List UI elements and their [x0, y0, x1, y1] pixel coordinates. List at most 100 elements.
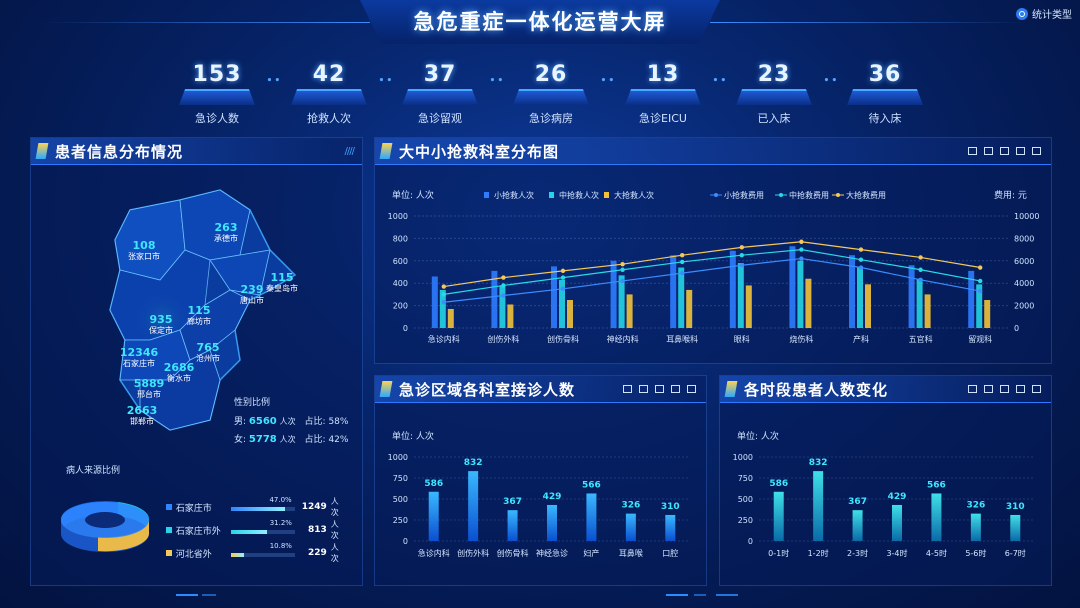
kpi-plate	[513, 89, 589, 105]
bar-chart-icon[interactable]	[968, 147, 977, 155]
kpi-separator: ∙∙	[378, 73, 394, 86]
footer-dash	[176, 594, 198, 596]
region-count: 239	[240, 283, 264, 296]
map-region-label[interactable]: 115 秦皇岛市	[258, 272, 306, 294]
x-tick-label: 五官科	[909, 334, 933, 344]
y-axis-label: 单位: 人次	[737, 430, 779, 442]
dept-visits-chart: 单位: 人次 1000 750 500 250 0 586 急诊内科 832 创伤外科 367 创伤骨…	[388, 430, 690, 558]
x-tick-label: 创伤骨科	[497, 548, 529, 558]
stat-type-button[interactable]: 统计类型	[1016, 6, 1072, 21]
y-tick-label: 1000	[388, 453, 408, 462]
kpi-card: 26 急诊病房	[510, 62, 592, 126]
kpi-card: 23 已入床	[733, 62, 815, 126]
line-point	[858, 265, 864, 270]
map-region-label[interactable]: 239 唐山市	[228, 284, 276, 306]
data-label: 586	[424, 479, 443, 489]
kpi-plate	[179, 89, 255, 105]
kpi-label: 抢救人次	[307, 112, 351, 125]
legend-swatch	[549, 192, 554, 198]
data-view-icon[interactable]	[671, 385, 680, 393]
kpi-value: 23	[757, 62, 791, 87]
footer-dash	[716, 594, 738, 596]
bar	[491, 270, 498, 328]
table-icon[interactable]	[639, 385, 648, 393]
bar	[499, 285, 506, 328]
line-point	[918, 277, 923, 283]
map-region-label[interactable]: 12346 石家庄市	[115, 347, 163, 369]
kpi-separator: ∙∙	[266, 73, 282, 86]
data-label: 566	[927, 480, 946, 490]
line-point	[560, 268, 566, 274]
map-region-label[interactable]: 5889 邢台市	[125, 378, 173, 400]
panel-title: 患者信息分布情况	[55, 142, 184, 161]
y-tick-label: 800	[393, 234, 408, 243]
source-row: 河北省外 10.8% 229 人次	[166, 542, 346, 564]
bar-chart-icon[interactable]	[623, 385, 632, 393]
map-region-label[interactable]: 263 承德市	[202, 222, 250, 244]
region-count: 115	[270, 271, 294, 284]
header-line-left	[40, 22, 370, 23]
map-region-label[interactable]: 2663 邯郸市	[118, 405, 166, 427]
y-tick-label: 0	[403, 537, 408, 546]
bar	[547, 504, 557, 541]
y2-tick-label: 4000	[1014, 279, 1034, 288]
bar	[908, 265, 915, 328]
gender-ratio: 性别比例 男: 6560 人次 占比: 58% 女: 5778 人次 占比: 4…	[234, 395, 354, 445]
bar-chart-icon[interactable]	[968, 385, 977, 393]
map-region-label[interactable]: 115 廊坊市	[175, 305, 223, 327]
kpi-card: 36 待入床	[844, 62, 926, 126]
line-chart-icon[interactable]	[655, 385, 664, 393]
bar	[805, 278, 812, 328]
line-series	[443, 241, 981, 288]
line-point	[739, 253, 744, 258]
bar	[916, 278, 923, 328]
region-name: 廊坊市	[187, 317, 211, 326]
region-name: 石家庄市	[123, 359, 155, 368]
data-view-icon[interactable]	[1016, 385, 1025, 393]
download-icon[interactable]	[1032, 147, 1041, 155]
panel-flag-icon	[379, 381, 393, 397]
source-bar: 10.8%	[231, 542, 296, 560]
bar	[626, 294, 633, 328]
region-count: 108	[132, 239, 156, 252]
kpi-label: 急诊人数	[195, 112, 239, 125]
legend-label: 大抢救人次	[614, 190, 654, 200]
bar	[586, 493, 597, 541]
download-icon[interactable]	[1032, 385, 1041, 393]
y-tick-label: 200	[393, 302, 408, 311]
bar	[813, 471, 824, 541]
bar	[618, 275, 625, 328]
data-view-icon[interactable]	[1016, 147, 1025, 155]
x-tick-label: 留观科	[968, 334, 992, 344]
panel-flag-icon	[379, 143, 393, 159]
line-chart-icon[interactable]	[1000, 385, 1009, 393]
map-region-label[interactable]: 765 沧州市	[184, 342, 232, 364]
kpi-label: 待入床	[868, 112, 902, 125]
source-row: 石家庄市外 31.2% 813 人次	[166, 519, 346, 541]
data-label: 832	[464, 458, 483, 468]
kpi-separator: ∙∙	[823, 73, 839, 86]
region-name: 邯郸市	[130, 417, 154, 426]
region-count: 2686	[163, 361, 195, 374]
y2-axis-label: 费用: 元	[994, 189, 1027, 201]
y-tick-label: 1000	[733, 453, 753, 462]
bar	[678, 267, 685, 328]
table-icon[interactable]	[984, 147, 993, 155]
table-icon[interactable]	[984, 385, 993, 393]
y-tick-label: 0	[403, 324, 408, 333]
kpi-plate	[625, 89, 701, 105]
download-icon[interactable]	[687, 385, 696, 393]
legend-dot	[779, 193, 783, 197]
source-title: 病人来源比例	[66, 466, 121, 476]
map-region-label[interactable]: 935 保定市	[137, 314, 185, 336]
chart-toolbar	[623, 385, 696, 393]
line-point	[978, 288, 983, 294]
region-count: 765	[196, 341, 220, 354]
line-point	[441, 300, 446, 305]
line-chart-icon[interactable]	[1000, 147, 1009, 155]
kpi-value: 13	[646, 62, 680, 87]
source-percent: 31.2%	[269, 519, 292, 527]
map-region-label[interactable]: 2686 衡水市	[155, 362, 203, 384]
map-region-label[interactable]: 108 张家口市	[120, 240, 168, 262]
bar	[924, 294, 931, 328]
